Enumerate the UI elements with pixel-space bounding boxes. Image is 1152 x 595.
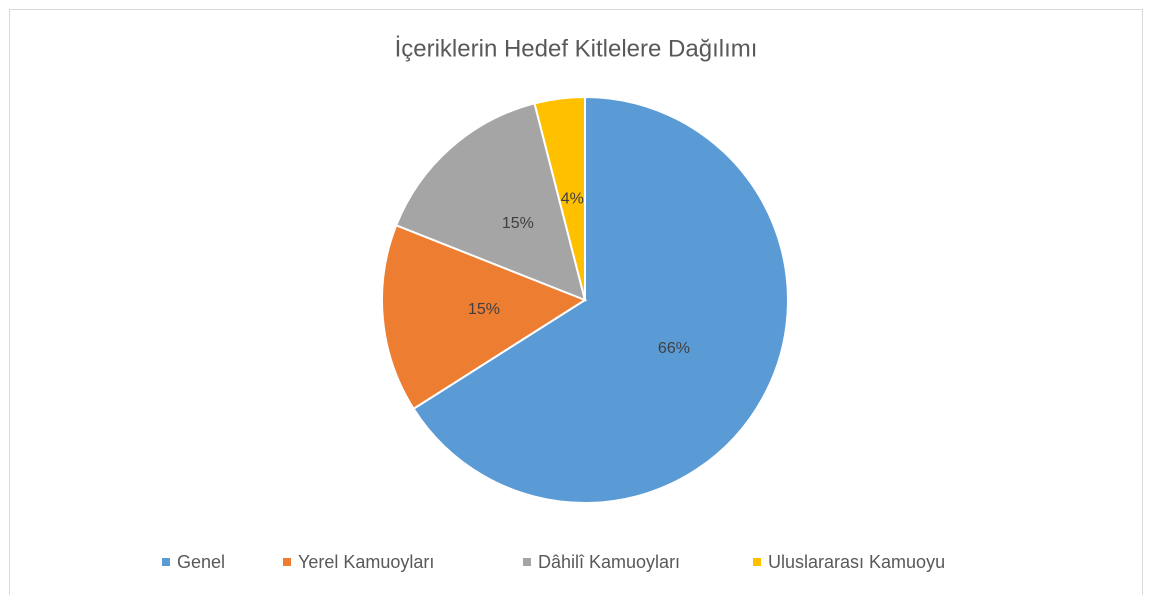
pie-slice [381, 223, 588, 411]
pie-slice [412, 95, 789, 504]
pie-slice [533, 95, 586, 301]
legend-label: Yerel Kamuoyları [298, 552, 434, 572]
data-label: 15% [468, 301, 500, 318]
legend-marker [523, 558, 531, 566]
data-label: 4% [561, 191, 584, 208]
legend-marker [753, 558, 761, 566]
pie-slice [394, 102, 587, 302]
legend-label: Dâhilî Kamuoyları [538, 552, 680, 572]
data-label: 66% [658, 340, 690, 357]
chart-title: İçeriklerin Hedef Kitlelere Dağılımı [395, 35, 758, 62]
legend-label: Uluslararası Kamuoyu [768, 552, 945, 572]
legend-marker [162, 558, 170, 566]
data-label: 15% [502, 215, 534, 232]
legend-marker [283, 558, 291, 566]
legend-label: Genel [177, 552, 225, 572]
